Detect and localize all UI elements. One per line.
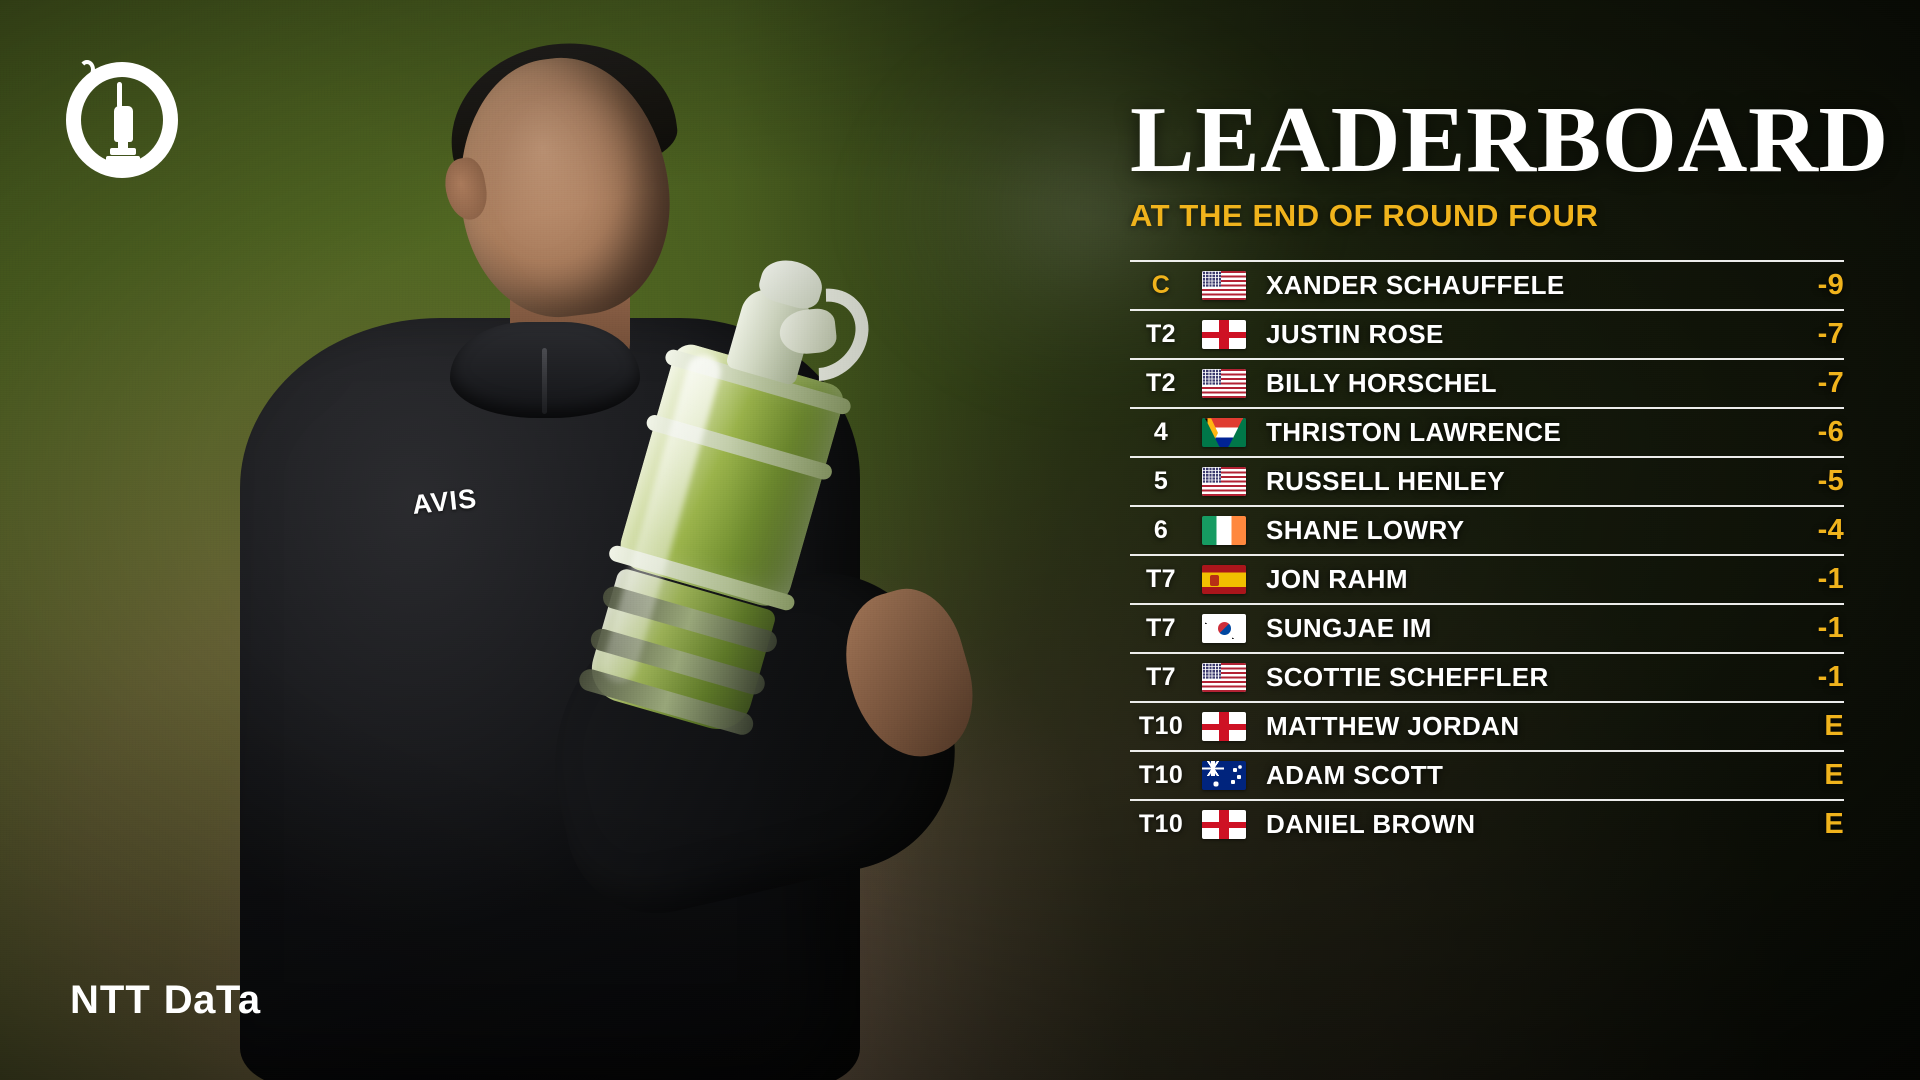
row-score: -1 (1817, 563, 1844, 596)
row-score: E (1824, 808, 1844, 841)
row-flag-cell (1192, 565, 1256, 595)
flag-usa-icon (1202, 369, 1246, 399)
logo-jug-stem (118, 140, 128, 152)
flag-eng-icon (1202, 810, 1246, 840)
row-score: E (1824, 759, 1844, 792)
row-player-name: BILLY HORSCHEL (1266, 368, 1497, 399)
row-score: -6 (1817, 416, 1844, 449)
ntt-logo-text: NTT (70, 978, 151, 1022)
flag-esp-icon (1202, 565, 1246, 595)
row-player-name: SHANE LOWRY (1266, 515, 1465, 546)
row-score: -4 (1817, 514, 1844, 547)
page-title: LEADERBOARD (1130, 88, 1889, 192)
row-flag-cell (1192, 369, 1256, 399)
logo-jug-handle (79, 60, 95, 79)
row-player-name: JUSTIN ROSE (1266, 319, 1444, 350)
leaderboard-row[interactable]: T7 SUNGJAE IM -1 (1130, 603, 1844, 652)
row-position: T2 (1146, 369, 1176, 398)
row-flag-cell (1192, 810, 1256, 840)
row-flag-cell (1192, 712, 1256, 742)
row-player-name: DANIEL BROWN (1266, 809, 1476, 840)
flag-eng-icon (1202, 320, 1246, 350)
row-position: T10 (1138, 712, 1184, 741)
open-championship-logo-icon (62, 56, 182, 184)
leaderboard-row[interactable]: T7 JON RAHM -1 (1130, 554, 1844, 603)
row-flag-cell (1192, 418, 1256, 448)
row-player-name: RUSSELL HENLEY (1266, 466, 1506, 497)
leaderboard-row[interactable]: T7 SCOTTIE SCHEFFLER -1 (1130, 652, 1844, 701)
row-flag-cell (1192, 663, 1256, 693)
row-position: C (1151, 271, 1171, 300)
row-score: -7 (1817, 367, 1844, 400)
row-flag-cell (1192, 761, 1256, 791)
flag-usa-icon (1202, 271, 1246, 301)
flag-kor-icon (1202, 614, 1246, 644)
row-position: T7 (1146, 614, 1176, 643)
row-player-name: ADAM SCOTT (1266, 760, 1444, 791)
flag-aus-icon (1202, 761, 1246, 791)
row-position: T7 (1146, 663, 1176, 692)
row-score: -9 (1817, 269, 1844, 302)
logo-claret-jug (108, 80, 138, 162)
leaderboard-row[interactable]: T2 JUSTIN ROSE -7 (1130, 309, 1844, 358)
row-player-name: MATTHEW JORDAN (1266, 711, 1520, 742)
logo-jug-foot (106, 156, 140, 163)
flag-eng-icon (1202, 712, 1246, 742)
flag-irl-icon (1202, 516, 1246, 546)
row-position: T10 (1138, 761, 1184, 790)
leaderboard-panel: LEADERBOARD AT THE END OF ROUND FOUR C XA… (1130, 93, 1890, 848)
page-subtitle: AT THE END OF ROUND FOUR (1130, 198, 1599, 234)
row-flag-cell (1192, 516, 1256, 546)
row-player-name: THRISTON LAWRENCE (1266, 417, 1562, 448)
row-position: T2 (1146, 320, 1176, 349)
row-flag-cell (1192, 320, 1256, 350)
leaderboard-row[interactable]: T10 MATTHEW JORDAN E (1130, 701, 1844, 750)
leaderboard-row[interactable]: T10 DANIEL BROWN E (1130, 799, 1844, 848)
flag-usa-icon (1202, 467, 1246, 497)
row-position: T7 (1146, 565, 1176, 594)
leaderboard-row[interactable]: T2 BILLY HORSCHEL -7 (1130, 358, 1844, 407)
row-player-name: SCOTTIE SCHEFFLER (1266, 662, 1549, 693)
ntt-data-logo: NTT DaTa (70, 978, 261, 1023)
flag-rsa-icon (1202, 418, 1246, 448)
leaderboard-row[interactable]: 5 RUSSELL HENLEY -5 (1130, 456, 1844, 505)
row-score: -5 (1817, 465, 1844, 498)
data-logo-text: DaTa (163, 978, 261, 1022)
leaderboard-row[interactable]: C XANDER SCHAUFFELE -9 (1130, 260, 1844, 309)
row-score: E (1824, 710, 1844, 743)
row-position: 5 (1153, 467, 1169, 496)
row-score: -1 (1817, 661, 1844, 694)
leaderboard-row[interactable]: T10 ADAM SCOTT E (1130, 750, 1844, 799)
row-player-name: JON RAHM (1266, 564, 1408, 595)
leaderboard-row[interactable]: 4 THRISTON LAWRENCE -6 (1130, 407, 1844, 456)
flag-usa-icon (1202, 663, 1246, 693)
logo-jug-foot-upper (110, 148, 136, 155)
flag-rsa-wedge (1202, 418, 1218, 448)
leaderboard-row[interactable]: 6 SHANE LOWRY -4 (1130, 505, 1844, 554)
row-flag-cell (1192, 271, 1256, 301)
row-score: -1 (1817, 612, 1844, 645)
row-flag-cell (1192, 614, 1256, 644)
row-position: T10 (1138, 810, 1184, 839)
row-player-name: SUNGJAE IM (1266, 613, 1432, 644)
row-position: 6 (1153, 516, 1169, 545)
leaderboard-table: C XANDER SCHAUFFELE -9 T2 JUSTIN ROSE -7 T2 BIL… (1130, 260, 1844, 848)
row-player-name: XANDER SCHAUFFELE (1266, 270, 1565, 301)
row-flag-cell (1192, 467, 1256, 497)
row-score: -7 (1817, 318, 1844, 351)
row-position: 4 (1153, 418, 1169, 447)
